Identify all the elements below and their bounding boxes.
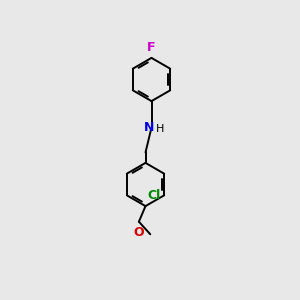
- Text: H: H: [156, 124, 164, 134]
- Text: O: O: [134, 226, 144, 238]
- Text: N: N: [144, 121, 154, 134]
- Text: F: F: [147, 41, 156, 54]
- Text: Cl: Cl: [147, 189, 160, 202]
